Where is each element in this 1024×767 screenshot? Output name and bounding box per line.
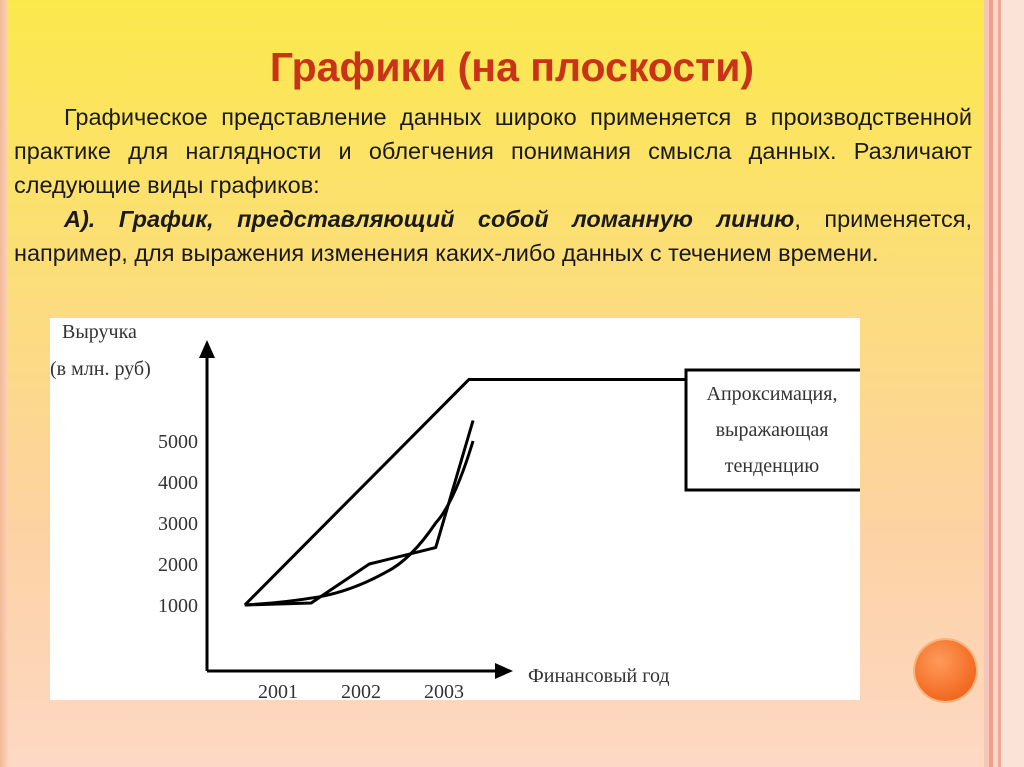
x-tick-label: 2003 — [424, 681, 464, 700]
item-a-rest: , применяется, например, для выражения и… — [14, 206, 973, 266]
intro-text-block: Графическое представление данных широко … — [14, 100, 972, 270]
y-tick-label: 5000 — [158, 431, 198, 453]
x-axis-arrow — [495, 663, 513, 679]
annotation-box — [684, 368, 860, 492]
item-a-emphasis: А). График, представляющий собой ломанну… — [64, 206, 795, 232]
y-tick-label: 1000 — [158, 595, 198, 617]
x-tick-label: 2002 — [341, 681, 381, 700]
y-tick-label: 4000 — [158, 472, 198, 494]
trend-approximation-line — [243, 378, 686, 607]
intro-paragraph: Графическое представление данных широко … — [14, 104, 972, 198]
slide-title: Графики (на плоскости) — [269, 44, 755, 90]
left-border — [0, 0, 8, 767]
y-axis-label-line1: Выручка — [62, 321, 137, 343]
annotation-line3: тенденцию — [725, 455, 819, 477]
x-axis-label: Финансовый год — [528, 665, 670, 687]
item-a-paragraph: А). График, представляющий собой ломанну… — [14, 202, 972, 270]
y-axis-label-line2: (в млн. руб) — [50, 358, 151, 380]
y-axis-arrow — [199, 340, 215, 358]
y-tick-label: 2000 — [158, 554, 198, 576]
orange-circle-decoration — [915, 640, 976, 701]
series-polyline — [244, 420, 475, 607]
annotation-line1: Апроксимация, — [707, 383, 838, 405]
line-chart: Выручка (в млн. руб) Финансовый год 1000… — [50, 321, 860, 700]
chart-area: Выручка (в млн. руб) Финансовый год 1000… — [50, 318, 860, 700]
x-tick-label: 2001 — [258, 681, 298, 700]
right-decorative-stripes — [984, 0, 1024, 767]
annotation-line2: выражающая — [716, 419, 829, 441]
series-curve — [244, 440, 475, 607]
y-tick-label: 3000 — [158, 513, 198, 535]
